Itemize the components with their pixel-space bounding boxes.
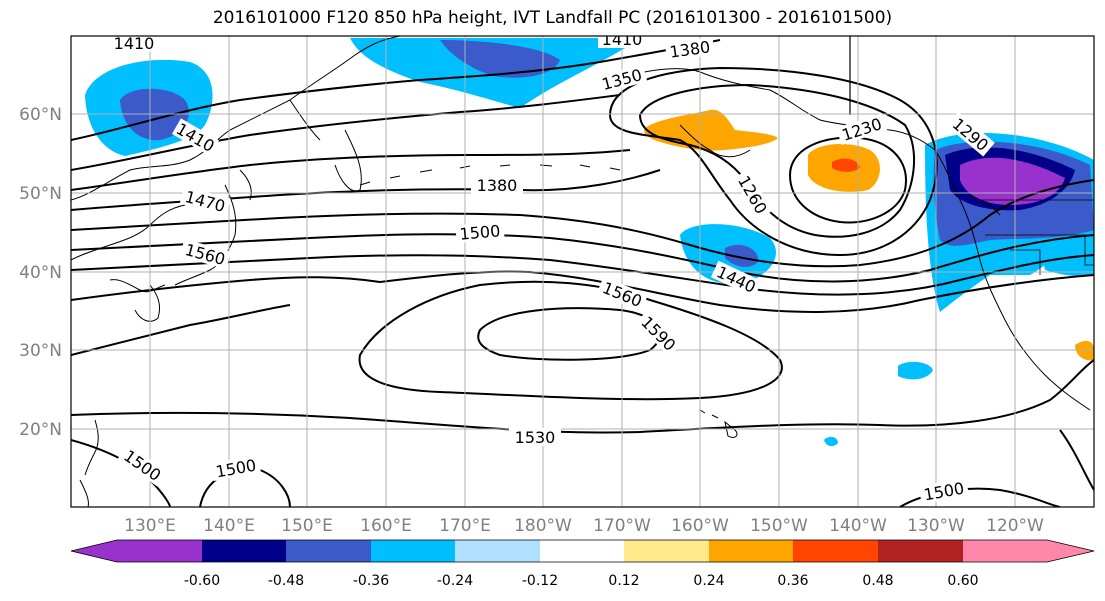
contour-label: 1410 <box>114 34 155 53</box>
lon-label: 140°W <box>829 516 887 536</box>
graticule <box>71 36 1094 507</box>
colorbar-segment <box>540 540 624 562</box>
contour-label: 1500 <box>459 221 501 243</box>
negative-anomaly-region <box>824 436 838 447</box>
colorbar-tick: 0.48 <box>862 573 893 589</box>
colorbar-segment <box>371 540 455 562</box>
lat-label-20n: 20°N <box>19 420 62 440</box>
lon-label: 180°W <box>514 516 572 536</box>
colorbar-segment <box>286 540 371 562</box>
positive-anomaly-region <box>1075 340 1094 361</box>
contour-label: 1380 <box>477 176 518 195</box>
negative-anomaly-region <box>1040 245 1094 277</box>
colorbar-tick: -0.60 <box>184 573 220 589</box>
colorbar-segment <box>455 540 540 562</box>
colorbar-segment <box>117 540 202 562</box>
colorbar-tick: -0.48 <box>268 573 304 589</box>
map-title: 2016101000 F120 850 hPa height, IVT Land… <box>212 8 893 28</box>
colorbar-tick: -0.36 <box>353 573 389 589</box>
lat-label-30n: 30°N <box>19 341 62 361</box>
colorbar-segment <box>878 540 963 562</box>
height-contours <box>71 39 1094 507</box>
colorbar-extend-low <box>71 540 117 562</box>
latitude-labels: 60°N 50°N 40°N 30°N 20°N <box>19 105 62 440</box>
negative-anomaly-region <box>725 244 759 267</box>
lon-label: 130°W <box>907 516 965 536</box>
colorbar-segment <box>793 540 878 562</box>
colorbar-segment <box>624 540 709 562</box>
ivt-shading <box>85 38 1094 447</box>
lon-label: 160°E <box>360 516 412 536</box>
lon-label: 160°W <box>671 516 729 536</box>
colorbar-tick: 0.36 <box>777 573 808 589</box>
lat-label-40n: 40°N <box>19 263 62 283</box>
positive-anomaly-region <box>832 158 860 172</box>
longitude-labels: 130°E 140°E 150°E 160°E 170°E 180°W 170°… <box>124 516 1044 536</box>
coastlines <box>71 36 1094 507</box>
colorbar-segment <box>709 540 793 562</box>
lon-label: 150°E <box>281 516 333 536</box>
colorbar-tick: -0.12 <box>522 573 558 589</box>
lon-label: 120°W <box>986 516 1044 536</box>
lat-label-50n: 50°N <box>19 184 62 204</box>
colorbar-tick: 0.24 <box>693 573 724 589</box>
lon-label: 170°E <box>439 516 491 536</box>
lat-label-60n: 60°N <box>19 105 62 125</box>
colorbar-extend-high <box>963 540 1094 562</box>
colorbar: -0.60 -0.48 -0.36 -0.24 -0.12 0.12 0.24 … <box>70 539 1095 589</box>
lon-label: 130°E <box>124 516 176 536</box>
negative-anomaly-region <box>440 40 560 78</box>
contour-label: 1530 <box>515 428 556 447</box>
map-frame <box>70 35 1095 508</box>
colorbar-tick: 0.12 <box>608 573 639 589</box>
contour-label: 1410 <box>602 30 643 49</box>
colorbar-tick: 0.60 <box>947 573 978 589</box>
colorbar-outline <box>70 539 1095 563</box>
colorbar-tick: -0.24 <box>437 573 473 589</box>
lon-label: 170°W <box>593 516 651 536</box>
lon-label: 150°W <box>750 516 808 536</box>
colorbar-segment <box>202 540 286 562</box>
lon-label: 140°E <box>203 516 255 536</box>
negative-anomaly-region <box>898 361 933 380</box>
